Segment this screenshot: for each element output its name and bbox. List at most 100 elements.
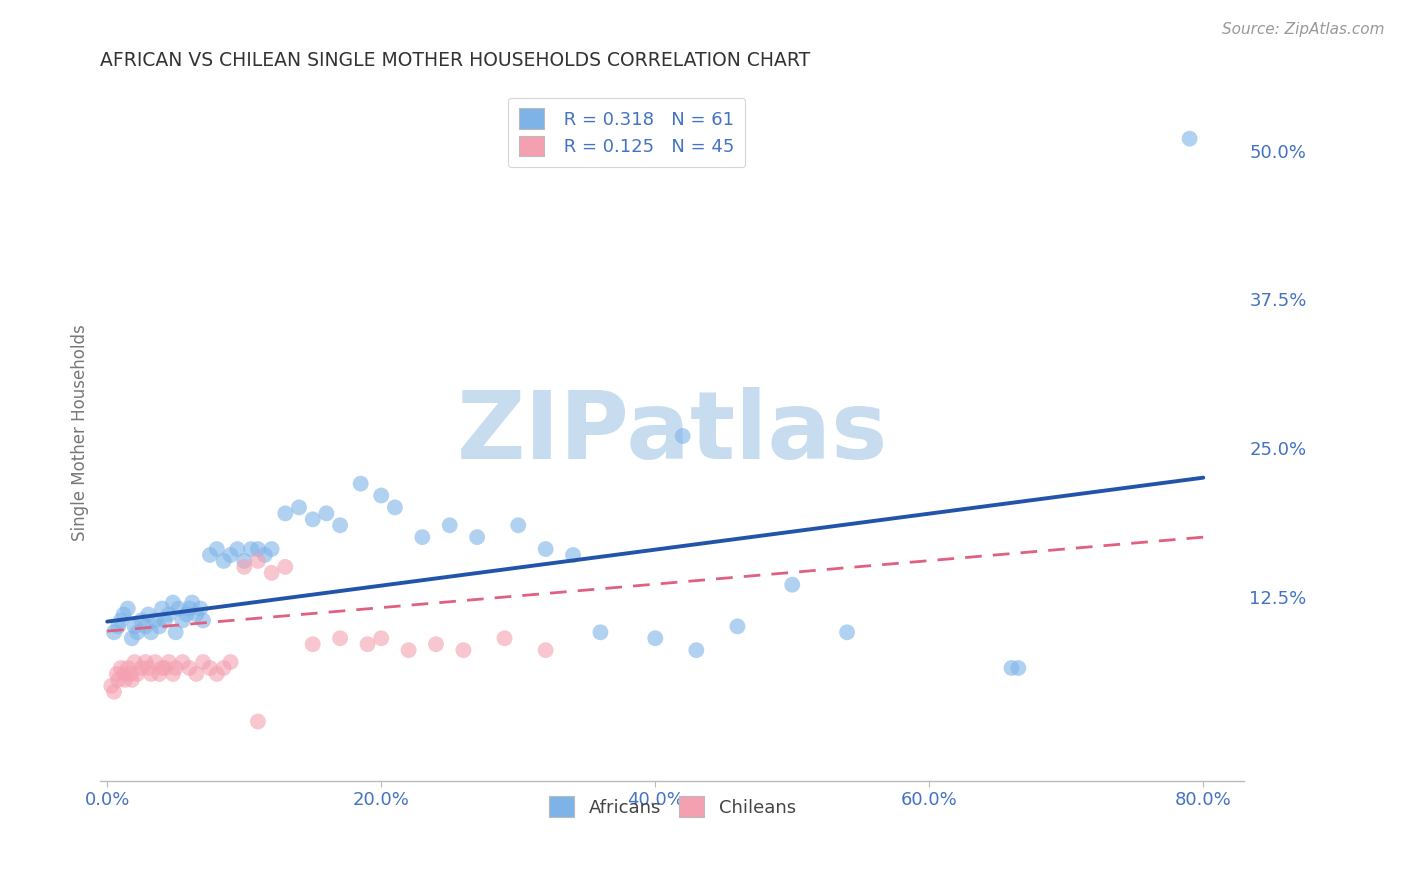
Point [112,667,135,681]
Point [150,661,173,675]
Point [411,530,433,544]
Point [233,554,256,568]
Text: AFRICAN VS CHILEAN SINGLE MOTHER HOUSEHOLDS CORRELATION CHART: AFRICAN VS CHILEAN SINGLE MOTHER HOUSEHO… [100,51,811,70]
Point [165,625,187,640]
Text: ZIPatlas: ZIPatlas [457,387,889,479]
Point [1007,661,1029,675]
Point [181,596,204,610]
Point [135,619,157,633]
Point [246,542,269,557]
Point [370,489,392,503]
Point [139,667,162,681]
Point [131,661,153,675]
Point [157,655,180,669]
Point [143,655,166,669]
Point [240,542,263,557]
Point [301,637,323,651]
Point [1000,661,1022,675]
Point [727,619,749,633]
Point [117,661,139,675]
Point [186,667,208,681]
Point [439,518,461,533]
Point [117,601,139,615]
Point [589,625,612,640]
Point [143,614,166,628]
Point [148,619,170,633]
Point [534,643,557,657]
Point [644,632,666,646]
Point [329,518,352,533]
Point [121,673,143,687]
Point [685,643,707,657]
Legend: Africans, Chileans: Africans, Chileans [541,789,803,824]
Point [494,632,516,646]
Point [350,476,373,491]
Point [110,661,132,675]
Point [246,714,269,729]
Point [107,673,129,687]
Point [127,667,149,681]
Point [356,637,378,651]
Point [186,607,208,622]
Point [105,667,128,681]
Point [172,614,194,628]
Point [780,578,803,592]
Point [453,643,475,657]
Point [205,667,228,681]
Point [329,632,352,646]
Point [139,625,162,640]
Point [121,632,143,646]
Point [120,667,142,681]
Point [124,619,146,633]
Text: Source: ZipAtlas.com: Source: ZipAtlas.com [1222,22,1385,37]
Point [219,655,242,669]
Point [835,625,858,640]
Point [212,661,235,675]
Point [150,601,173,615]
Point [114,673,136,687]
Point [384,500,406,515]
Point [136,661,159,675]
Point [167,601,190,615]
Point [226,542,249,557]
Point [191,614,214,628]
Point [508,518,530,533]
Point [162,596,184,610]
Point [176,607,198,622]
Point [253,548,276,562]
Point [534,542,557,557]
Point [179,661,201,675]
Point [148,667,170,681]
Point [198,548,221,562]
Point [212,554,235,568]
Point [219,548,242,562]
Point [153,661,176,675]
Point [103,685,125,699]
Point [398,643,420,657]
Point [1178,131,1201,145]
Point [425,637,447,651]
Point [157,607,180,622]
Point [562,548,585,562]
Point [274,507,297,521]
Point [191,655,214,669]
Point [205,542,228,557]
Point [112,607,135,622]
Point [301,512,323,526]
Point [165,661,187,675]
Y-axis label: Single Mother Households: Single Mother Households [72,325,89,541]
Point [153,614,176,628]
Point [288,500,311,515]
Point [260,542,283,557]
Point [103,625,125,640]
Point [136,607,159,622]
Point [672,429,695,443]
Point [107,619,129,633]
Point [274,560,297,574]
Point [233,560,256,574]
Point [124,655,146,669]
Point [315,507,337,521]
Point [179,601,201,615]
Point [135,655,157,669]
Point [465,530,488,544]
